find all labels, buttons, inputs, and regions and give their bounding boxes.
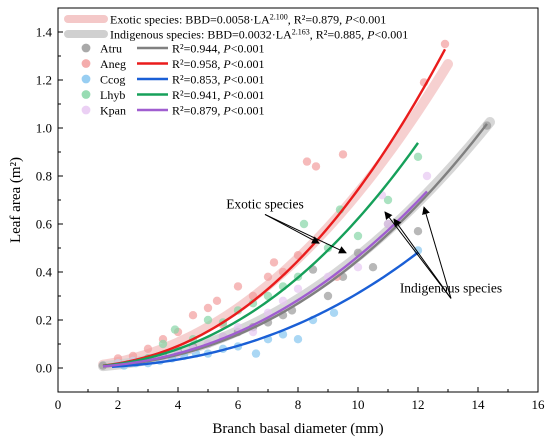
annotation-indigenous-species: Indigenous species: [400, 280, 502, 295]
point-ccog: [251, 349, 261, 358]
y-tick-label: 0.6: [36, 217, 53, 232]
annotations-layer: Exotic species Indigenous species: [226, 196, 502, 299]
point-kpan: [263, 308, 273, 317]
legend-fit-aneg: R²=0.958, P<0.001: [172, 57, 265, 71]
legend-marker-kpan: [81, 105, 91, 115]
point-lhyb: [158, 339, 168, 349]
legend-fit-kpan: R²=0.879, P<0.001: [172, 104, 265, 118]
legend-name-ccog: Ccog: [100, 73, 125, 87]
annotation-arrow-indigenous-species: [393, 218, 452, 299]
legend: Exotic species: BBD=0.0058·LA2.100, R²=0…: [64, 12, 408, 118]
y-tick-label: 0.8: [36, 169, 52, 184]
point-aneg: [263, 272, 273, 281]
annotation-arrow-indigenous-species: [422, 206, 452, 299]
point-aneg: [233, 282, 243, 291]
legend-marker-ccog: [81, 74, 91, 84]
legend-name-lhyb: Lhyb: [100, 88, 125, 102]
point-aneg: [302, 157, 312, 166]
legend-marker-lhyb: [81, 90, 91, 99]
x-tick-label: 16: [532, 397, 546, 412]
x-tick-label: 14: [472, 397, 486, 412]
point-lhyb: [323, 243, 333, 253]
annotation-arrow-exotic-species: [264, 213, 347, 254]
fit-band-indigenous-species: [98, 117, 495, 372]
legend-marker-atru: [81, 43, 91, 53]
point-atru: [413, 227, 423, 236]
legend-marker-aneg: [81, 59, 91, 68]
point-lhyb: [413, 152, 423, 161]
point-aneg: [269, 258, 279, 267]
x-tick-label: 4: [175, 397, 182, 412]
legend-label-indigenous-species: Indigenous species: BBD=0.0032·LA2.163, …: [110, 27, 408, 42]
axes-layer: 0 2 4 6 8 10 12 14 16 0.0 0.2 0.4 0.6 0.8 1.0 1.2 1.4 Bra…: [8, 7, 546, 437]
x-axis-title: Branch basal diameter (mm): [212, 421, 383, 437]
point-lhyb: [353, 231, 363, 241]
y-tick-label: 1.4: [36, 25, 53, 40]
point-kpan: [383, 219, 393, 229]
point-aneg: [212, 296, 222, 305]
x-tick-label: 8: [295, 397, 302, 412]
x-tick-label: 12: [412, 397, 425, 412]
y-tick-label: 0.2: [36, 313, 52, 328]
point-ccog: [329, 308, 339, 317]
point-aneg: [188, 311, 198, 320]
legend-fit-ccog: R²=0.853, P<0.001: [172, 73, 265, 87]
legend-name-aneg: Aneg: [100, 57, 126, 71]
x-tick-label: 2: [115, 397, 122, 412]
point-kpan: [233, 323, 243, 332]
y-tick-label: 1.0: [36, 121, 52, 136]
legend-name-kpan: Kpan: [100, 104, 126, 118]
point-aneg: [338, 150, 348, 159]
point-lhyb: [248, 299, 258, 308]
point-aneg: [143, 344, 153, 353]
annotation-exotic-species: Exotic species: [226, 196, 304, 211]
point-atru: [368, 263, 378, 272]
fit-band-exotic-species: [98, 58, 453, 370]
legend-name-atru: Atru: [100, 42, 122, 56]
legend-fit-atru: R²=0.944, P<0.001: [172, 42, 265, 56]
fit-line-atru: [102, 123, 488, 368]
point-aneg: [311, 162, 321, 171]
x-tick-label: 6: [235, 397, 242, 412]
y-tick-label: 0.0: [36, 361, 52, 376]
fit-lines-layer: [102, 48, 488, 368]
fit-line-aneg: [102, 48, 447, 367]
point-kpan: [293, 284, 303, 293]
point-aneg: [440, 39, 450, 49]
x-tick-label: 10: [352, 397, 365, 412]
point-atru: [323, 291, 333, 301]
fit-line-lhyb: [102, 142, 419, 368]
y-tick-label: 1.2: [36, 73, 52, 88]
y-axis-title: Leaf area (m²): [8, 157, 24, 243]
legend-label-exotic-species: Exotic species: BBD=0.0058·LA2.100, R²=0…: [110, 12, 386, 27]
y-tick-label: 0.4: [36, 265, 53, 280]
legend-fit-lhyb: R²=0.941, P<0.001: [172, 88, 265, 102]
point-aneg: [203, 303, 213, 313]
fit-line-ccog: [111, 251, 419, 368]
point-lhyb: [299, 219, 309, 229]
x-tick-label: 0: [55, 397, 62, 412]
point-ccog: [293, 335, 303, 344]
point-kpan: [353, 263, 363, 272]
point-kpan: [422, 171, 432, 181]
fit-line-kpan: [102, 190, 428, 368]
point-lhyb: [383, 195, 393, 205]
point-kpan: [278, 296, 288, 305]
point-lhyb: [170, 325, 180, 334]
point-lhyb: [203, 315, 213, 325]
